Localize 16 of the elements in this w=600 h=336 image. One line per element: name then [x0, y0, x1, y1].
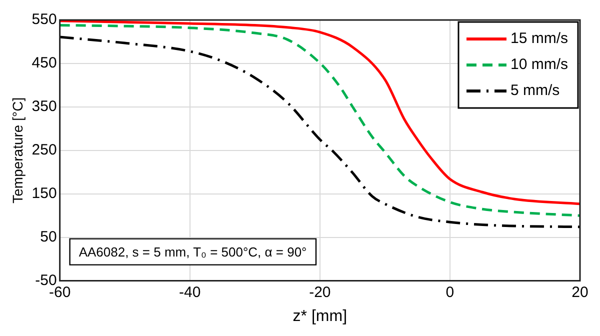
y-axis-title: Temperature [°C]	[9, 97, 26, 204]
y-tick-label: 250	[32, 142, 57, 159]
x-tick-label: 20	[572, 284, 588, 301]
y-tick-label: 50	[40, 228, 57, 246]
legend-label: 5 mm/s	[510, 82, 560, 100]
x-tick-label: 0	[446, 284, 454, 301]
legend-label: 15 mm/s	[510, 30, 568, 48]
x-tick-label: -40	[179, 284, 201, 301]
y-tick-label: 550	[32, 11, 57, 28]
y-tick-label: 350	[32, 98, 57, 116]
annotation: AA6082, s = 5 mm, T₀ = 500°C, α = 90°	[78, 244, 307, 260]
y-tick-label: 150	[32, 185, 57, 202]
y-tick-label: 450	[32, 54, 57, 72]
legend-label: 10 mm/s	[510, 56, 568, 74]
x-tick-label: -20	[309, 284, 331, 301]
x-axis-title: z* [mm]	[292, 308, 348, 325]
